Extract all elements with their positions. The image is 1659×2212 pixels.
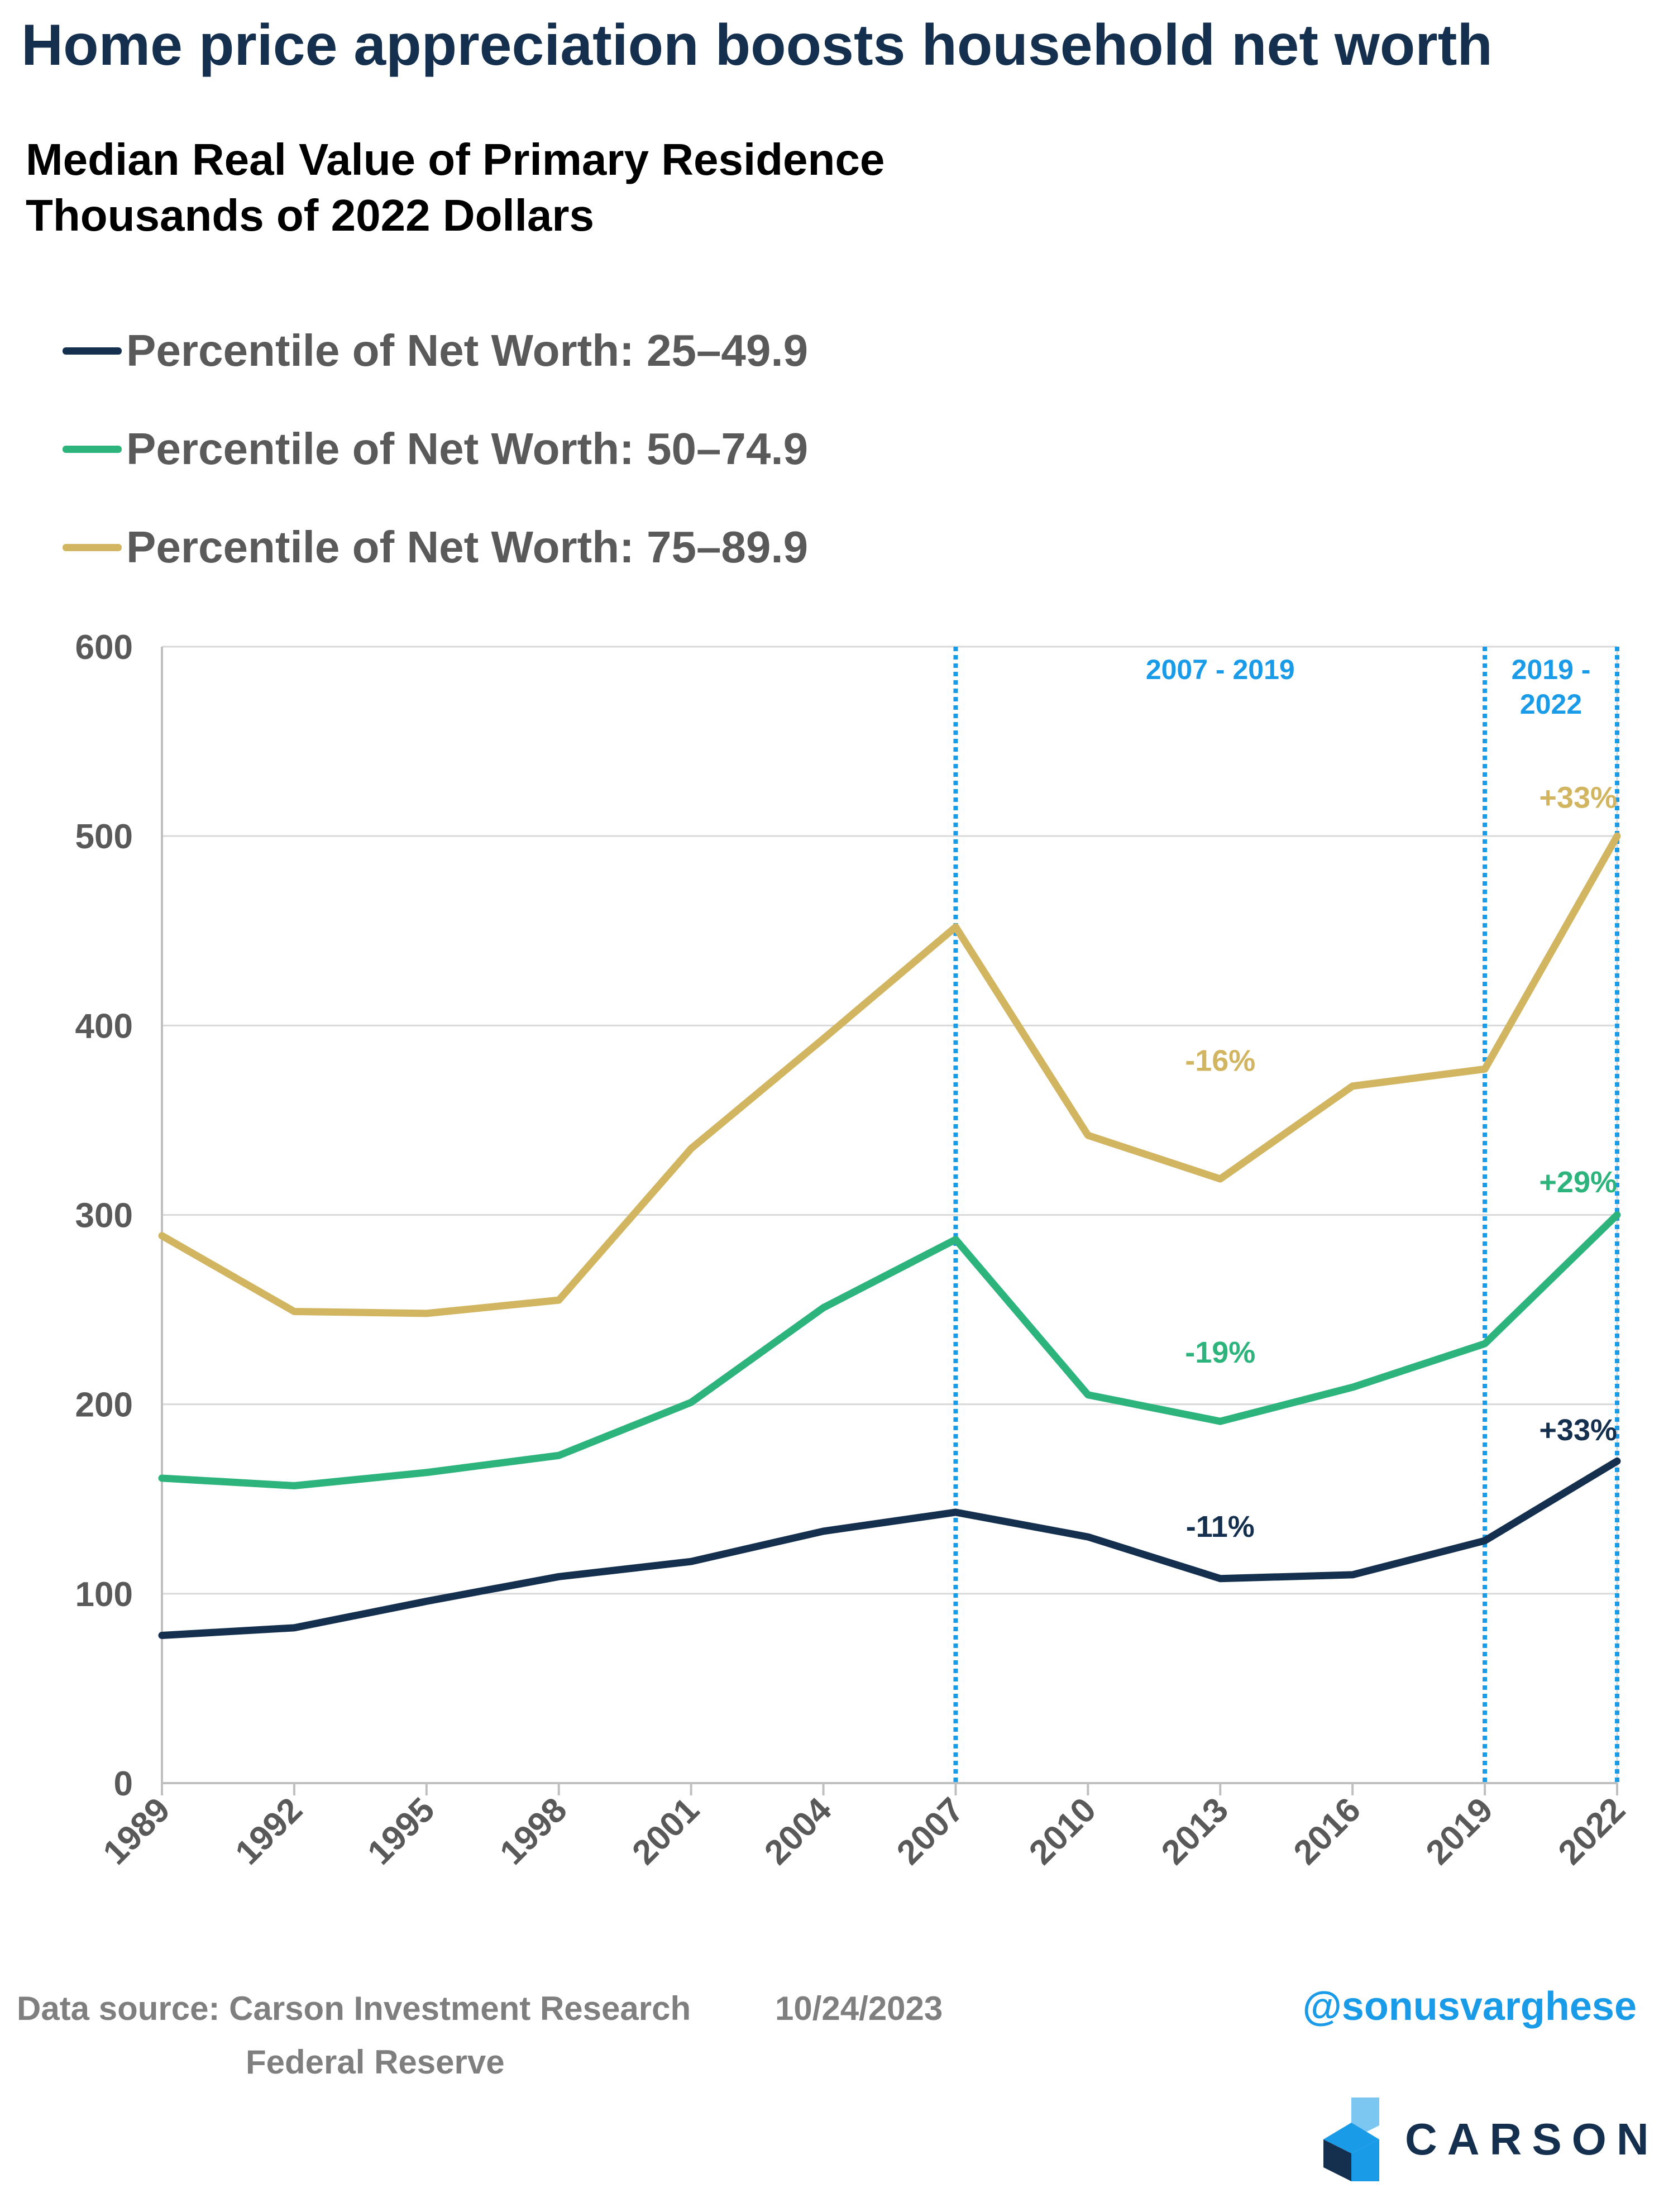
chart-subtitle-line2: Thousands of 2022 Dollars <box>26 190 595 240</box>
annotation-1: +33% <box>1539 781 1617 814</box>
chart-title: Home price appreciation boosts household… <box>21 13 1493 78</box>
y-tick-label-500: 500 <box>75 818 133 856</box>
legend-label-50: Percentile of Net Worth: 50–74.9 <box>126 424 809 474</box>
series-line-0 <box>158 1457 1621 1639</box>
legend-item-75: Percentile of Net Worth: 75–89.9 <box>63 498 808 596</box>
annotation-5: +33% <box>1539 1413 1617 1447</box>
period-label-1-0: 2019 - <box>1512 654 1591 685</box>
x-tick-label-2013: 2013 <box>1154 1790 1236 1872</box>
annotation-2: -19% <box>1185 1336 1255 1369</box>
series-line-1 <box>158 1211 1621 1490</box>
annotation-0: -16% <box>1185 1044 1255 1078</box>
x-tick-label-1995: 1995 <box>360 1790 442 1872</box>
x-tick-label-2019: 2019 <box>1419 1790 1500 1872</box>
author-handle[interactable]: @sonusvarghese <box>1302 1984 1637 2029</box>
legend-swatch-25 <box>63 347 122 355</box>
x-tick-label-2010: 2010 <box>1022 1790 1103 1872</box>
legend-swatch-50 <box>63 445 122 453</box>
legend-item-25: Percentile of Net Worth: 25–49.9 <box>63 302 808 400</box>
chart-subtitle-line1: Median Real Value of Primary Residence <box>26 135 885 184</box>
carson-logo-text: CARSON <box>1405 2114 1659 2164</box>
x-tick-label-2004: 2004 <box>757 1790 839 1872</box>
y-tick-label-100: 100 <box>75 1575 133 1614</box>
y-tick-label-200: 200 <box>75 1386 133 1425</box>
x-tick-label-1992: 1992 <box>228 1790 309 1872</box>
legend-item-50: Percentile of Net Worth: 50–74.9 <box>63 400 808 498</box>
publish-date: 10/24/2023 <box>775 1990 943 2027</box>
x-tick-label-1998: 1998 <box>493 1790 574 1872</box>
period-label-0-0: 2007 - 2019 <box>1146 654 1295 685</box>
x-tick-label-1989: 1989 <box>96 1790 178 1872</box>
data-source-2: Federal Reserve <box>246 2043 505 2081</box>
period-label-1-1: 2022 <box>1520 689 1582 720</box>
y-tick-label-600: 600 <box>75 628 133 667</box>
legend: Percentile of Net Worth: 25–49.9 Percent… <box>63 302 808 596</box>
annotation-4: -11% <box>1186 1510 1255 1544</box>
data-source: Data source: Carson Investment Research <box>17 1990 691 2027</box>
x-tick-label-2016: 2016 <box>1287 1790 1368 1872</box>
legend-swatch-75 <box>63 543 122 551</box>
legend-label-75: Percentile of Net Worth: 75–89.9 <box>126 522 809 572</box>
y-tick-label-400: 400 <box>75 1007 133 1045</box>
x-tick-label-2007: 2007 <box>890 1790 971 1872</box>
y-tick-label-0: 0 <box>114 1765 133 1803</box>
annotation-3: +29% <box>1539 1165 1617 1199</box>
line-chart: 0 100 200 300 400 500 600 1989 1992 1995 1998 2001 2… <box>75 628 1633 1872</box>
carson-logo: CARSON <box>1323 2098 1659 2181</box>
x-tick-label-2001: 2001 <box>625 1790 706 1872</box>
series-line-2 <box>158 832 1621 1317</box>
carson-chevron-icon <box>1323 2098 1379 2181</box>
x-tick-label-2022: 2022 <box>1551 1790 1633 1872</box>
y-tick-label-300: 300 <box>75 1197 133 1235</box>
legend-label-25: Percentile of Net Worth: 25–49.9 <box>126 326 809 375</box>
